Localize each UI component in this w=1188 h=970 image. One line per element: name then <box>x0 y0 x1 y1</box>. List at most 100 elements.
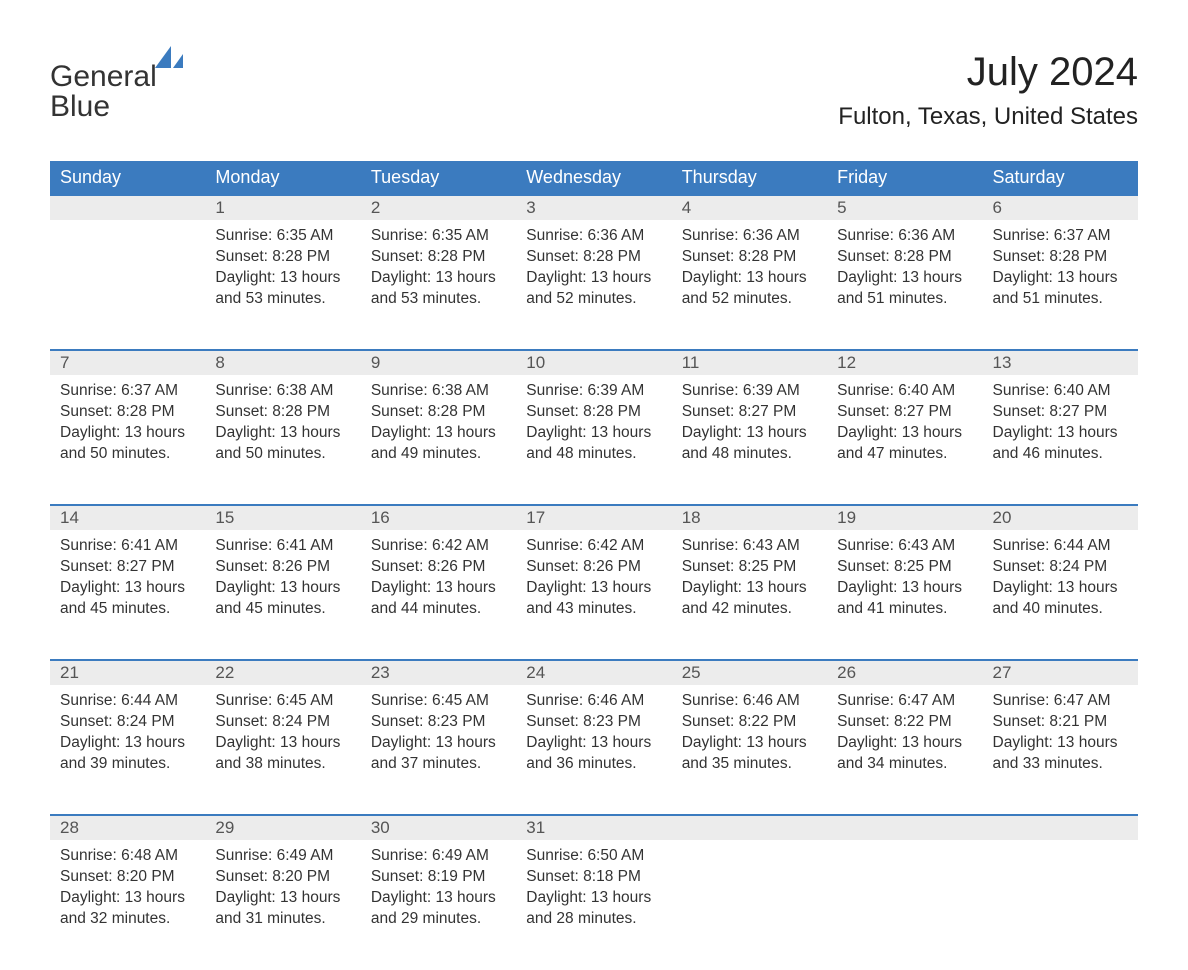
day-cell: Sunrise: 6:39 AMSunset: 8:27 PMDaylight:… <box>672 375 827 505</box>
sunrise-line: Sunrise: 6:39 AM <box>526 381 661 402</box>
day-cell: Sunrise: 6:38 AMSunset: 8:28 PMDaylight:… <box>205 375 360 505</box>
sunset-line: Sunset: 8:28 PM <box>371 247 506 268</box>
sunrise-label: Sunrise: <box>60 382 121 399</box>
empty-day-cell <box>827 840 982 970</box>
sunrise-value: 6:49 AM <box>432 847 489 864</box>
sunrise-label: Sunrise: <box>60 692 121 709</box>
day-cell: Sunrise: 6:43 AMSunset: 8:25 PMDaylight:… <box>827 530 982 660</box>
daylight-label: Daylight: <box>682 734 747 751</box>
sunset-label: Sunset: <box>60 558 117 575</box>
day-number: 1 <box>205 195 360 220</box>
sunset-line: Sunset: 8:27 PM <box>837 402 972 423</box>
sunset-label: Sunset: <box>371 248 428 265</box>
daylight-label: Daylight: <box>526 734 591 751</box>
sunrise-value: 6:42 AM <box>432 537 489 554</box>
daylight-label: Daylight: <box>215 579 280 596</box>
sunrise-value: 6:44 AM <box>1054 537 1111 554</box>
sunrise-value: 6:45 AM <box>277 692 334 709</box>
day-cell: Sunrise: 6:49 AMSunset: 8:20 PMDaylight:… <box>205 840 360 970</box>
sunrise-label: Sunrise: <box>682 227 743 244</box>
calendar-table: SundayMondayTuesdayWednesdayThursdayFrid… <box>50 161 1138 970</box>
sunset-label: Sunset: <box>371 403 428 420</box>
daylight-label: Daylight: <box>837 424 902 441</box>
sunset-label: Sunset: <box>526 248 583 265</box>
day-cell: Sunrise: 6:42 AMSunset: 8:26 PMDaylight:… <box>361 530 516 660</box>
sunset-value: 8:27 PM <box>117 558 175 575</box>
sunset-line: Sunset: 8:21 PM <box>993 712 1128 733</box>
sunset-value: 8:22 PM <box>894 713 952 730</box>
sunset-label: Sunset: <box>993 713 1050 730</box>
sunrise-label: Sunrise: <box>526 382 587 399</box>
sunset-line: Sunset: 8:18 PM <box>526 867 661 888</box>
sunset-value: 8:28 PM <box>583 403 641 420</box>
daylight-line: Daylight: 13 hours and 50 minutes. <box>215 423 350 465</box>
day-number: 16 <box>361 505 516 530</box>
week-number-row: 78910111213 <box>50 350 1138 375</box>
sunset-line: Sunset: 8:27 PM <box>60 557 195 578</box>
daylight-line: Daylight: 13 hours and 45 minutes. <box>215 578 350 620</box>
empty-day-number <box>827 815 982 840</box>
sunrise-label: Sunrise: <box>682 537 743 554</box>
sunrise-value: 6:38 AM <box>277 382 334 399</box>
sunset-label: Sunset: <box>215 248 272 265</box>
sunrise-value: 6:35 AM <box>432 227 489 244</box>
day-number: 27 <box>983 660 1138 685</box>
sunset-value: 8:23 PM <box>428 713 486 730</box>
empty-day-number <box>983 815 1138 840</box>
sunset-label: Sunset: <box>526 713 583 730</box>
sunrise-label: Sunrise: <box>526 537 587 554</box>
daylight-label: Daylight: <box>993 424 1058 441</box>
sunrise-value: 6:45 AM <box>432 692 489 709</box>
sunset-value: 8:19 PM <box>428 868 486 885</box>
day-number: 20 <box>983 505 1138 530</box>
daylight-label: Daylight: <box>215 269 280 286</box>
sunrise-line: Sunrise: 6:45 AM <box>215 691 350 712</box>
sunset-line: Sunset: 8:25 PM <box>837 557 972 578</box>
sunset-label: Sunset: <box>993 403 1050 420</box>
day-header: Wednesday <box>516 161 671 195</box>
sunrise-line: Sunrise: 6:40 AM <box>993 381 1128 402</box>
sunset-value: 8:20 PM <box>272 868 330 885</box>
sunset-value: 8:24 PM <box>1049 558 1107 575</box>
sunrise-value: 6:35 AM <box>277 227 334 244</box>
sunrise-label: Sunrise: <box>526 227 587 244</box>
sunrise-label: Sunrise: <box>371 692 432 709</box>
sunrise-line: Sunrise: 6:37 AM <box>993 226 1128 247</box>
sunrise-label: Sunrise: <box>526 692 587 709</box>
daylight-line: Daylight: 13 hours and 36 minutes. <box>526 733 661 775</box>
week-content-row: Sunrise: 6:35 AMSunset: 8:28 PMDaylight:… <box>50 220 1138 350</box>
day-content: Sunrise: 6:49 AMSunset: 8:20 PMDaylight:… <box>205 840 360 940</box>
sunset-value: 8:26 PM <box>428 558 486 575</box>
day-cell: Sunrise: 6:46 AMSunset: 8:22 PMDaylight:… <box>672 685 827 815</box>
month-title: July 2024 <box>838 50 1138 95</box>
day-number: 10 <box>516 350 671 375</box>
daylight-label: Daylight: <box>371 889 436 906</box>
sunrise-value: 6:36 AM <box>898 227 955 244</box>
daylight-label: Daylight: <box>371 424 436 441</box>
sunset-value: 8:27 PM <box>894 403 952 420</box>
daylight-line: Daylight: 13 hours and 47 minutes. <box>837 423 972 465</box>
sunset-label: Sunset: <box>837 248 894 265</box>
sunset-value: 8:23 PM <box>583 713 641 730</box>
day-content: Sunrise: 6:47 AMSunset: 8:21 PMDaylight:… <box>983 685 1138 785</box>
sunset-line: Sunset: 8:19 PM <box>371 867 506 888</box>
day-number: 19 <box>827 505 982 530</box>
day-number: 2 <box>361 195 516 220</box>
sunset-value: 8:25 PM <box>739 558 797 575</box>
sunrise-line: Sunrise: 6:40 AM <box>837 381 972 402</box>
sunset-label: Sunset: <box>60 403 117 420</box>
sunrise-line: Sunrise: 6:46 AM <box>526 691 661 712</box>
sunrise-label: Sunrise: <box>837 382 898 399</box>
sunset-label: Sunset: <box>60 868 117 885</box>
title-block: July 2024 Fulton, Texas, United States <box>838 50 1138 131</box>
sunrise-value: 6:43 AM <box>743 537 800 554</box>
daylight-label: Daylight: <box>837 269 902 286</box>
sunrise-value: 6:41 AM <box>277 537 334 554</box>
sunset-value: 8:28 PM <box>272 248 330 265</box>
daylight-label: Daylight: <box>526 889 591 906</box>
day-content: Sunrise: 6:35 AMSunset: 8:28 PMDaylight:… <box>205 220 360 320</box>
sunrise-value: 6:46 AM <box>587 692 644 709</box>
sunset-value: 8:26 PM <box>583 558 641 575</box>
day-cell: Sunrise: 6:38 AMSunset: 8:28 PMDaylight:… <box>361 375 516 505</box>
sunrise-line: Sunrise: 6:44 AM <box>60 691 195 712</box>
